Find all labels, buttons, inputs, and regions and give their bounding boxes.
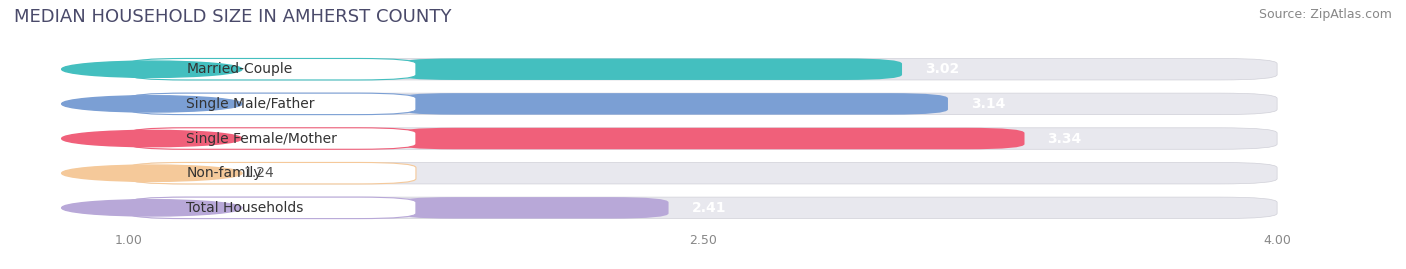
Text: 3.14: 3.14: [972, 97, 1005, 111]
FancyBboxPatch shape: [396, 197, 669, 219]
Text: 3.02: 3.02: [925, 62, 959, 76]
Circle shape: [62, 61, 242, 77]
Text: Source: ZipAtlas.com: Source: ZipAtlas.com: [1258, 8, 1392, 21]
Text: MEDIAN HOUSEHOLD SIZE IN AMHERST COUNTY: MEDIAN HOUSEHOLD SIZE IN AMHERST COUNTY: [14, 8, 451, 26]
FancyBboxPatch shape: [129, 162, 1277, 184]
Text: 1.24: 1.24: [243, 166, 274, 180]
Circle shape: [62, 165, 242, 181]
FancyBboxPatch shape: [129, 93, 416, 115]
FancyBboxPatch shape: [129, 197, 1277, 219]
Text: Single Male/Father: Single Male/Father: [186, 97, 315, 111]
FancyBboxPatch shape: [396, 128, 1025, 149]
Circle shape: [62, 200, 242, 216]
FancyBboxPatch shape: [396, 93, 948, 115]
FancyBboxPatch shape: [396, 58, 903, 80]
Circle shape: [62, 130, 242, 147]
Text: 3.34: 3.34: [1047, 132, 1081, 146]
FancyBboxPatch shape: [129, 128, 1277, 149]
Circle shape: [62, 96, 242, 112]
Text: Single Female/Mother: Single Female/Mother: [186, 132, 337, 146]
FancyBboxPatch shape: [129, 93, 1277, 115]
FancyBboxPatch shape: [129, 128, 416, 149]
FancyBboxPatch shape: [129, 197, 416, 219]
FancyBboxPatch shape: [129, 58, 416, 80]
Text: Total Households: Total Households: [186, 201, 304, 215]
FancyBboxPatch shape: [129, 162, 416, 184]
Text: 2.41: 2.41: [692, 201, 725, 215]
FancyBboxPatch shape: [129, 58, 1277, 80]
Text: Non-family: Non-family: [186, 166, 262, 180]
Text: Married-Couple: Married-Couple: [186, 62, 292, 76]
